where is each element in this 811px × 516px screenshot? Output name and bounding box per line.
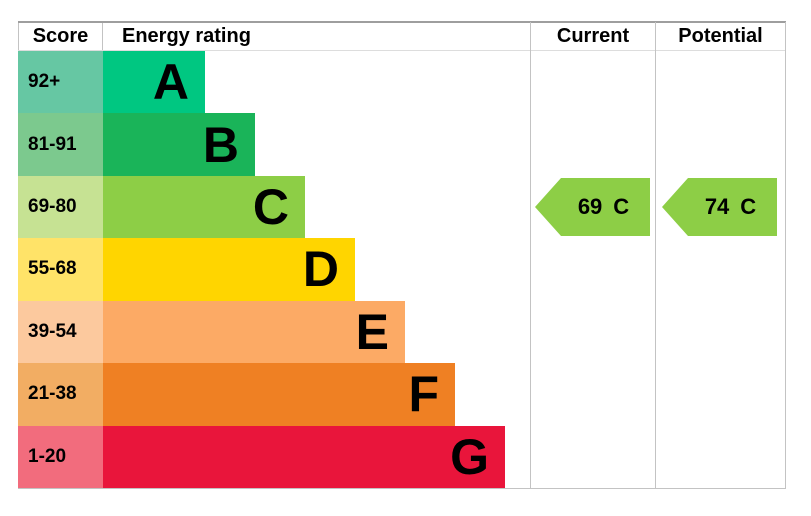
band-score-range: 92+ xyxy=(18,51,103,114)
current-column: Current xyxy=(530,22,655,488)
band-score-range: 69-80 xyxy=(18,175,103,239)
potential-column-header: Potential xyxy=(678,24,763,47)
band-letter: D xyxy=(302,241,339,298)
band-letter: G xyxy=(450,428,489,485)
potential-rating-label: 74 C xyxy=(662,178,777,236)
rating-band-rows: 92+ A 81-91 B 69-80 C 55-68 D 39-54 E 21… xyxy=(18,51,530,488)
left-pointing-arrow-shape xyxy=(662,178,777,236)
band-score-range: 55-68 xyxy=(18,238,103,301)
band-score-range: 81-91 xyxy=(18,113,103,176)
table-top-border xyxy=(18,21,786,23)
band-bar: A xyxy=(103,51,205,114)
band-letter: E xyxy=(355,303,389,360)
header-bottom-border xyxy=(18,50,786,51)
energy-rating-column-header: Energy rating xyxy=(122,25,251,47)
band-letter: A xyxy=(152,54,189,111)
current-rating-arrow: 69 C xyxy=(535,178,650,236)
left-pointing-arrow-shape xyxy=(535,178,650,236)
current-rating-label: 69 C xyxy=(535,178,650,236)
band-bar: B xyxy=(103,113,255,176)
potential-rating-arrow: 74 C xyxy=(662,178,777,236)
score-column-header: Score xyxy=(18,23,103,50)
band-letter: F xyxy=(408,366,439,423)
band-bar: F xyxy=(103,363,455,426)
table-bottom-border xyxy=(18,488,786,489)
band-bar: D xyxy=(103,238,355,301)
band-score-range: 21-38 xyxy=(18,363,103,426)
potential-rating-band: C xyxy=(740,194,757,219)
current-rating-score: 69 xyxy=(577,194,603,219)
band-row: 1-20 G xyxy=(18,425,530,488)
potential-column: Potential xyxy=(655,22,786,488)
current-column-header: Current xyxy=(556,24,630,47)
band-row: 69-80 C xyxy=(18,175,530,239)
band-bar: C xyxy=(103,175,305,239)
current-rating-band: C xyxy=(613,194,630,219)
potential-rating-score: 74 xyxy=(704,194,730,219)
band-row: 21-38 F xyxy=(18,363,530,426)
band-row: 55-68 D xyxy=(18,238,530,301)
band-row: 81-91 B xyxy=(18,113,530,176)
band-letter: C xyxy=(252,179,289,236)
band-score-range: 39-54 xyxy=(18,300,103,364)
band-letter: B xyxy=(202,116,239,173)
band-bar: E xyxy=(103,300,405,364)
band-row: 39-54 E xyxy=(18,300,530,364)
band-bar: G xyxy=(103,425,505,488)
table-header: Score Energy rating xyxy=(18,23,530,50)
band-row: 92+ A xyxy=(18,51,530,114)
band-score-range: 1-20 xyxy=(18,425,103,488)
